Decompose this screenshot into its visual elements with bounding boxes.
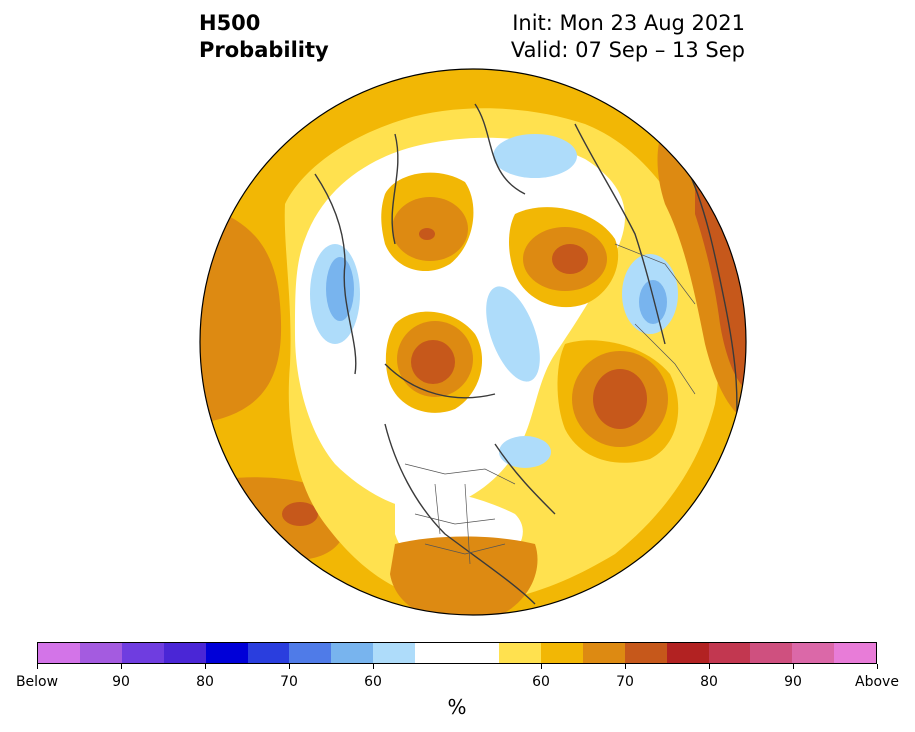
below-normal-polar (486, 286, 540, 382)
political-boundaries (404, 243, 696, 565)
colorbar-tick (624, 664, 626, 669)
colorbar-tick-label: 60 (532, 674, 550, 690)
colorbar-tick (204, 664, 206, 669)
product-label: Probability (199, 38, 329, 62)
colorbar-segment (582, 643, 625, 663)
below-normal-north-pacific (499, 436, 551, 468)
colorbar-tick (288, 664, 290, 669)
title-left: H500 Probability (199, 10, 329, 64)
anomaly-core-pacific (282, 502, 318, 526)
coastlines (314, 103, 738, 605)
colorbar-tick-label: Below (15, 674, 59, 690)
anomaly-region-west (200, 204, 282, 424)
colorbar-segment (163, 643, 206, 663)
colorbar-segment (792, 643, 835, 663)
colorbar-tick-label: 60 (364, 674, 382, 690)
anomaly-peak-asia (593, 369, 647, 429)
colorbar-segment (415, 643, 458, 663)
colorbar-unit-label: % (447, 695, 467, 719)
colorbar-tick (792, 664, 794, 669)
colorbar-segment (834, 643, 877, 663)
colorbar-tick (876, 664, 878, 669)
valid-range-label: Valid: 07 Sep – 13 Sep (510, 38, 745, 62)
colorbar-tick-label: 70 (280, 674, 298, 690)
colorbar-segment (498, 643, 541, 663)
colorbar-tick-label: 90 (112, 674, 130, 690)
colorbar-tick-label: 70 (616, 674, 634, 690)
colorbar-segment (373, 643, 416, 663)
below-normal-core-alaska (326, 257, 354, 321)
colorbar-segment (205, 643, 248, 663)
anomaly-peak-europe (552, 244, 588, 274)
colorbar-segment (666, 643, 709, 663)
colorbar (37, 642, 877, 664)
colorbar-tick (36, 664, 38, 669)
colorbar-tick (708, 664, 710, 669)
anomaly-peak-arctic (411, 340, 455, 384)
colorbar-segment (708, 643, 751, 663)
colorbar-segment (331, 643, 374, 663)
colorbar-tick-label: 80 (196, 674, 214, 690)
colorbar-tick (120, 664, 122, 669)
colorbar-tick (540, 664, 542, 669)
colorbar-tick-label: Above (855, 674, 899, 690)
colorbar-tick-label: 90 (784, 674, 802, 690)
below-normal-core-central-asia (639, 280, 667, 324)
colorbar-segment (289, 643, 332, 663)
title-right: Init: Mon 23 Aug 2021 Valid: 07 Sep – 13… (511, 10, 745, 64)
colorbar-tick (372, 664, 374, 669)
below-normal-siberia (493, 134, 577, 178)
colorbar-segment (457, 643, 499, 663)
anomaly-core-east-edge (695, 184, 746, 394)
anomaly-region-usa (390, 536, 538, 615)
colorbar-segment (247, 643, 290, 663)
polar-probability-map (199, 68, 747, 616)
colorbar-segment (540, 643, 583, 663)
init-date-label: Init: Mon 23 Aug 2021 (512, 11, 745, 35)
variable-label: H500 (199, 11, 261, 35)
colorbar-segment (79, 643, 122, 663)
colorbar-segment (121, 643, 164, 663)
colorbar-segment (624, 643, 667, 663)
colorbar-tick-label: 80 (700, 674, 718, 690)
map-boundary (199, 68, 747, 616)
anomaly-peak-siberia (419, 228, 435, 240)
colorbar-segment (38, 643, 80, 663)
colorbar-segment (750, 643, 793, 663)
